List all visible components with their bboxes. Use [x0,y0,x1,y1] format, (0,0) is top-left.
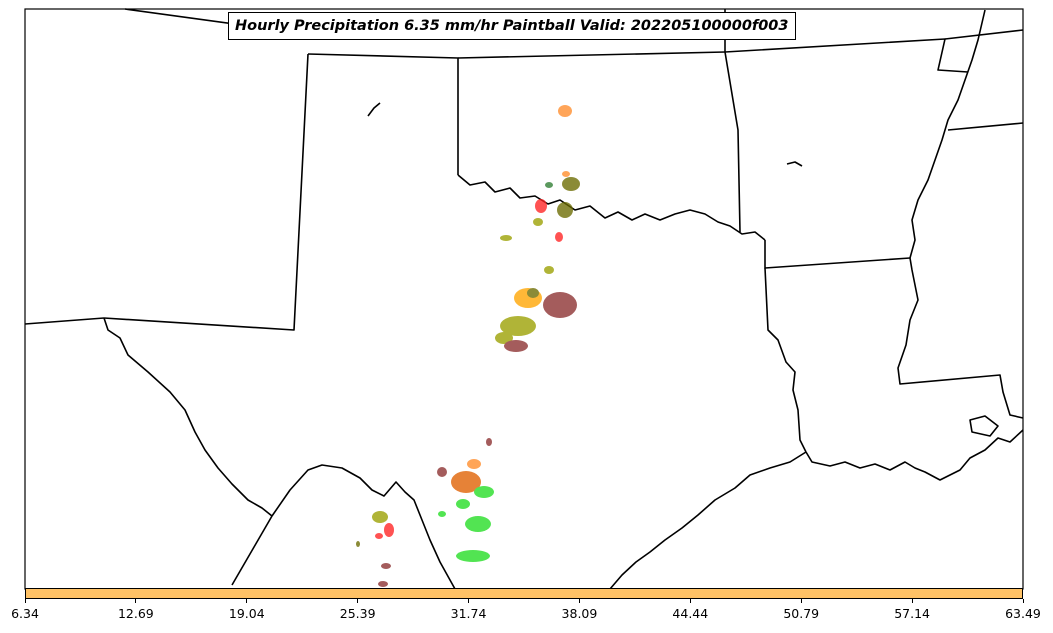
precip-blob [451,471,481,493]
colorbar-tick [578,599,580,603]
precip-blob [437,467,447,477]
colorbar-tick-label: 19.04 [228,606,265,621]
precip-blob [384,523,394,537]
precip-blob [500,235,512,241]
precip-blob [543,292,577,318]
colorbar-tick [357,599,359,603]
precip-blob [456,499,470,509]
precip-blob [544,266,554,274]
precip-blob [555,232,563,242]
colorbar-tick-label: 31.74 [450,606,487,621]
precip-blob [378,581,388,587]
precip-blob [372,511,388,523]
precip-blob [558,105,572,117]
colorbar-tick-label: 50.79 [783,606,820,621]
precip-blob [533,218,543,226]
precip-blob [557,202,573,218]
colorbar-tick [1022,599,1024,603]
precip-blob [500,316,536,336]
colorbar-tick [468,599,470,603]
colorbar-tick-label: 25.39 [339,606,376,621]
precip-blob [527,288,539,298]
colorbar-tick [689,599,691,603]
precip-blob [381,563,391,569]
colorbar-tick-label: 38.09 [561,606,598,621]
precip-blob [465,516,491,532]
colorbar-tick [911,599,913,603]
precip-blob [467,459,481,469]
precip-blob [495,332,513,344]
precip-blob [486,438,492,446]
precip-blob [562,177,580,191]
colorbar [25,588,1023,599]
precip-blob [562,171,570,177]
colorbar-tick [246,599,248,603]
precip-blob [545,182,553,188]
colorbar-tick [800,599,802,603]
precip-blob [438,511,446,517]
colorbar-tick-label: 63.49 [1005,606,1041,621]
map-title: Hourly Precipitation 6.35 mm/hr Paintbal… [228,12,796,40]
precip-blob [456,550,490,562]
precip-blob [504,340,528,352]
colorbar-tick-label: 12.69 [117,606,154,621]
precip-blob [375,533,383,539]
precip-blob [474,486,494,498]
colorbar-tick-label: 44.44 [672,606,709,621]
colorbar-tick [135,599,137,603]
precip-blob [356,541,360,547]
precip-blob [535,199,547,213]
colorbar-tick-label: 6.34 [11,606,39,621]
precip-contours [356,105,580,587]
colorbar-tick [24,599,26,603]
colorbar-tick-label: 57.14 [894,606,931,621]
